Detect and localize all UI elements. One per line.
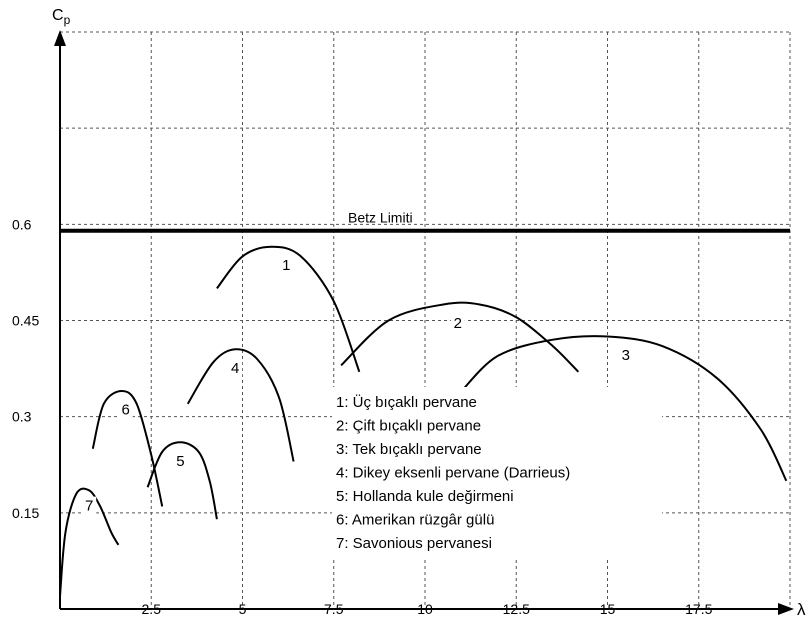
x-tick-label: 2.5 — [142, 601, 162, 617]
y-axis-arrow-icon — [54, 30, 66, 46]
x-tick-label: 10 — [417, 601, 433, 617]
axes: Cp λ — [52, 7, 806, 619]
curves: 1 2 3 4 5 6 7 — [59, 245, 788, 597]
curve-label-1: 1 — [282, 257, 290, 274]
curve-label-6: 6 — [122, 401, 130, 418]
legend-item: 1: Üç bıçaklı pervane — [336, 393, 477, 411]
y-tick-label: 0.45 — [12, 313, 39, 329]
legend-item: 6: Amerikan rüzgâr gülü — [336, 512, 494, 529]
y-tick-label: 0.3 — [12, 409, 32, 425]
curve-label-background — [228, 358, 243, 377]
y-tick-label: 0.15 — [12, 505, 39, 521]
x-tick-label: 5 — [239, 601, 247, 617]
grid-lines — [60, 31, 791, 609]
curve-label-background — [118, 400, 133, 419]
curve-label-background — [82, 496, 97, 515]
y-axis-label: Cp — [52, 7, 71, 27]
legend-item: 2: Çift bıçaklı pervane — [336, 418, 481, 435]
y-tick-label: 0.6 — [12, 216, 32, 232]
curve-label-background — [618, 345, 633, 364]
curve-6 — [91, 389, 164, 507]
curve-label-background — [173, 451, 188, 470]
x-tick-label: 7.5 — [324, 601, 344, 617]
curve-label-4: 4 — [231, 360, 239, 377]
curve-5 — [146, 441, 218, 520]
legend-background — [332, 387, 662, 558]
x-tick-label: 12.5 — [503, 601, 530, 617]
curve-4 — [186, 348, 295, 462]
y-axis-label-subscript: p — [64, 13, 71, 27]
x-tick-labels: 2.5 5 7.5 10 12.5 15 17.5 — [142, 601, 713, 617]
x-tick-label: 15 — [600, 601, 616, 617]
x-axis-label: λ — [797, 600, 806, 619]
legend: 1: Üç bıçaklı pervane 2: Çift bıçaklı per… — [332, 387, 662, 558]
y-axis-label-main: C — [52, 7, 64, 24]
curve-label-background — [450, 313, 465, 332]
curve-3 — [460, 335, 788, 482]
curve-7 — [59, 487, 120, 597]
betz-limit-label: Betz Limiti — [348, 210, 413, 226]
curve-label-7: 7 — [85, 498, 93, 515]
curve-label-5: 5 — [176, 453, 184, 470]
curve-label-2: 2 — [454, 315, 462, 332]
curve-1 — [216, 245, 361, 373]
legend-item: 4: Dikey eksenli pervane (Darrieus) — [336, 465, 570, 482]
curve-label-3: 3 — [622, 347, 630, 364]
y-tick-labels: 0.15 0.3 0.45 0.6 — [12, 216, 39, 521]
legend-item: 3: Tek bıçaklı pervane — [336, 441, 482, 458]
curve-label-background — [279, 256, 294, 275]
x-axis-arrow-icon — [778, 603, 794, 615]
legend-item: 5: Hollanda kule değirmeni — [336, 488, 514, 505]
betz-limit: Betz Limiti — [60, 210, 790, 233]
legend-item: 7: Savonious pervanesi — [336, 535, 492, 552]
curve-2 — [340, 301, 580, 373]
x-tick-label: 17.5 — [685, 601, 712, 617]
